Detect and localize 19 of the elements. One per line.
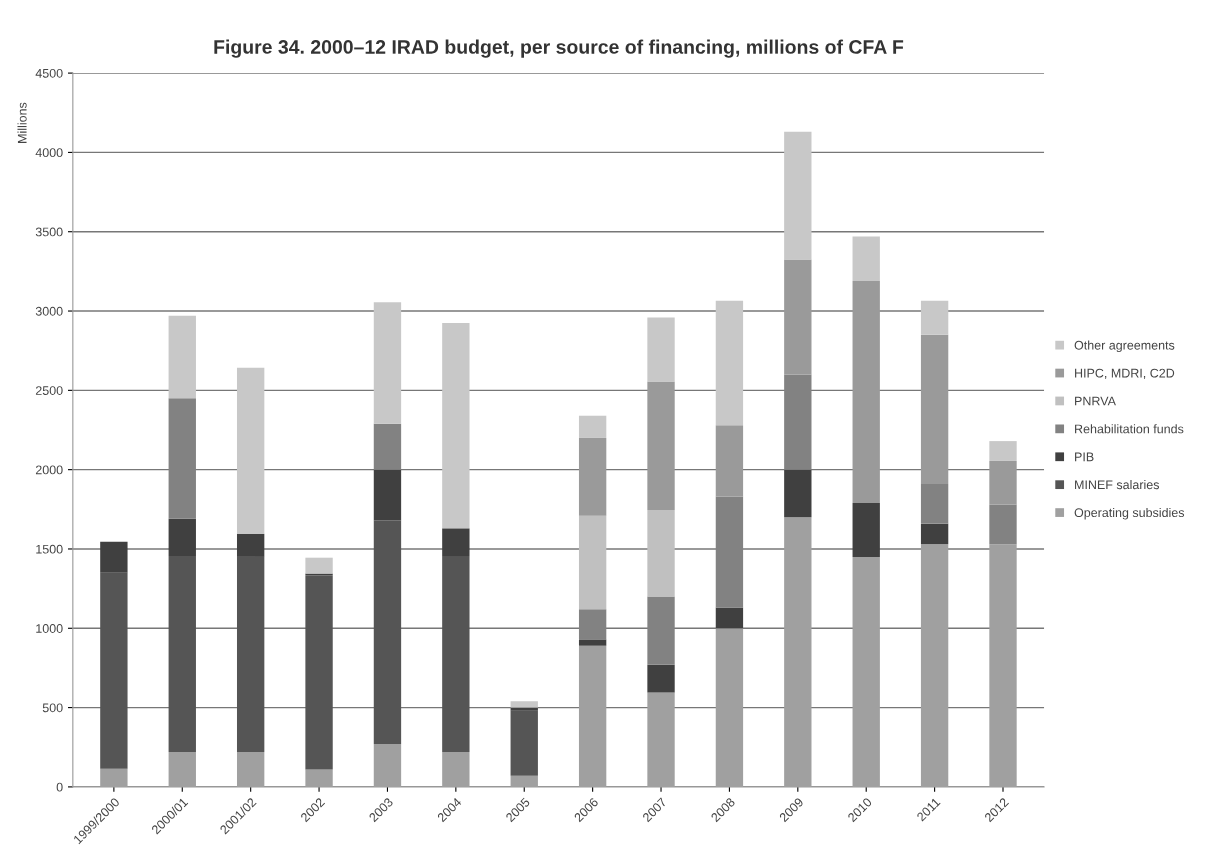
y-tick-label: 500: [42, 703, 63, 713]
legend-label: MINEF salaries: [1075, 479, 1160, 490]
legend-label: PIB: [1075, 452, 1094, 462]
y-tick-label: 0: [56, 782, 63, 792]
y-tick-label: 3000: [35, 306, 63, 316]
y-tick-label: 2500: [35, 386, 63, 395]
y-tick-label: 4500: [35, 68, 63, 78]
legend-label: HIPC, MDRI, C2D: [1075, 368, 1175, 380]
y-tick-label: 3500: [35, 227, 63, 237]
chart-title: Figure 34. 2000–12 IRAD budget, per source of financing, millions of CFA F: [214, 39, 904, 58]
y-tick-label: 1500: [36, 544, 63, 554]
y-tick-label: 2000: [35, 465, 63, 475]
y-tick-label: 1000: [36, 624, 63, 633]
y-axis-title: Millions: [17, 102, 27, 143]
legend-label: Operating subsidies: [1074, 507, 1185, 520]
y-tick-label: 4000: [35, 148, 63, 158]
legend-label: Rehabilitation funds: [1075, 424, 1184, 434]
legend-label: PNRVA: [1075, 396, 1116, 406]
legend-label: Other agreements: [1074, 340, 1175, 353]
